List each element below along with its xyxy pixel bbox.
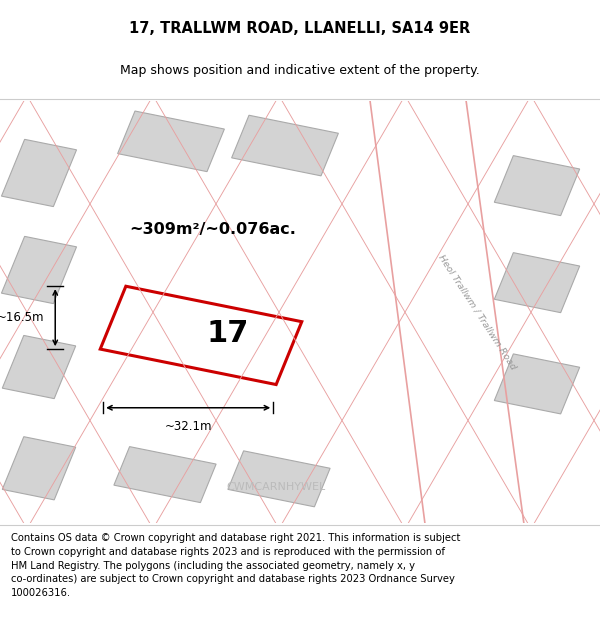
Text: 17: 17 bbox=[207, 319, 249, 348]
Text: CWMCARNHYWEL: CWMCARNHYWEL bbox=[226, 482, 326, 492]
Polygon shape bbox=[118, 111, 224, 172]
Polygon shape bbox=[228, 451, 330, 507]
Text: Contains OS data © Crown copyright and database right 2021. This information is : Contains OS data © Crown copyright and d… bbox=[11, 533, 460, 598]
Polygon shape bbox=[114, 447, 216, 503]
Polygon shape bbox=[1, 139, 77, 207]
Polygon shape bbox=[494, 156, 580, 216]
Polygon shape bbox=[1, 236, 77, 304]
Polygon shape bbox=[2, 437, 76, 500]
Text: Map shows position and indicative extent of the property.: Map shows position and indicative extent… bbox=[120, 64, 480, 78]
Polygon shape bbox=[100, 286, 302, 384]
Text: ~32.1m: ~32.1m bbox=[164, 419, 212, 432]
Polygon shape bbox=[2, 336, 76, 399]
Polygon shape bbox=[494, 253, 580, 312]
Text: ~16.5m: ~16.5m bbox=[0, 311, 44, 324]
Text: 17, TRALLWM ROAD, LLANELLI, SA14 9ER: 17, TRALLWM ROAD, LLANELLI, SA14 9ER bbox=[130, 21, 470, 36]
Text: ~309m²/~0.076ac.: ~309m²/~0.076ac. bbox=[130, 222, 296, 238]
Polygon shape bbox=[232, 115, 338, 176]
Text: Heol Trallwm / Trallwm Road: Heol Trallwm / Trallwm Road bbox=[436, 253, 518, 371]
Polygon shape bbox=[494, 354, 580, 414]
